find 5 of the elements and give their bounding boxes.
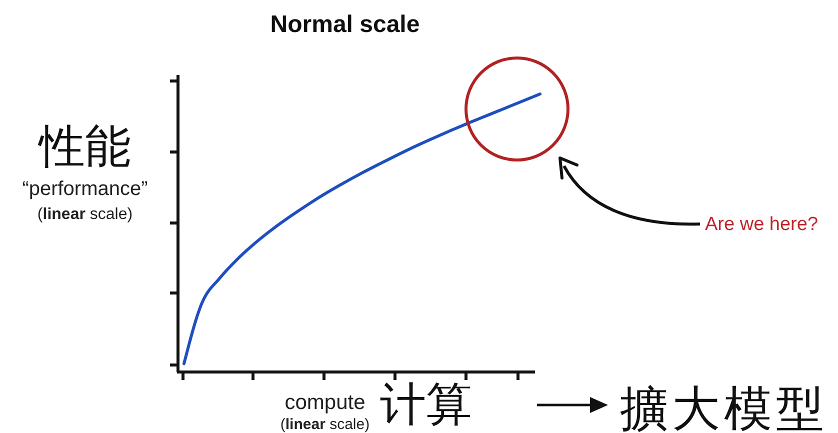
- chart-title: Normal scale: [270, 11, 420, 38]
- y-axis-title: 性能 “performance” (linear scale): [22, 121, 148, 223]
- x-axis-title: compute (linear scale) 计算: [280, 379, 472, 433]
- text: Are we here?: [705, 214, 818, 235]
- text: 擴大模型: [620, 383, 828, 433]
